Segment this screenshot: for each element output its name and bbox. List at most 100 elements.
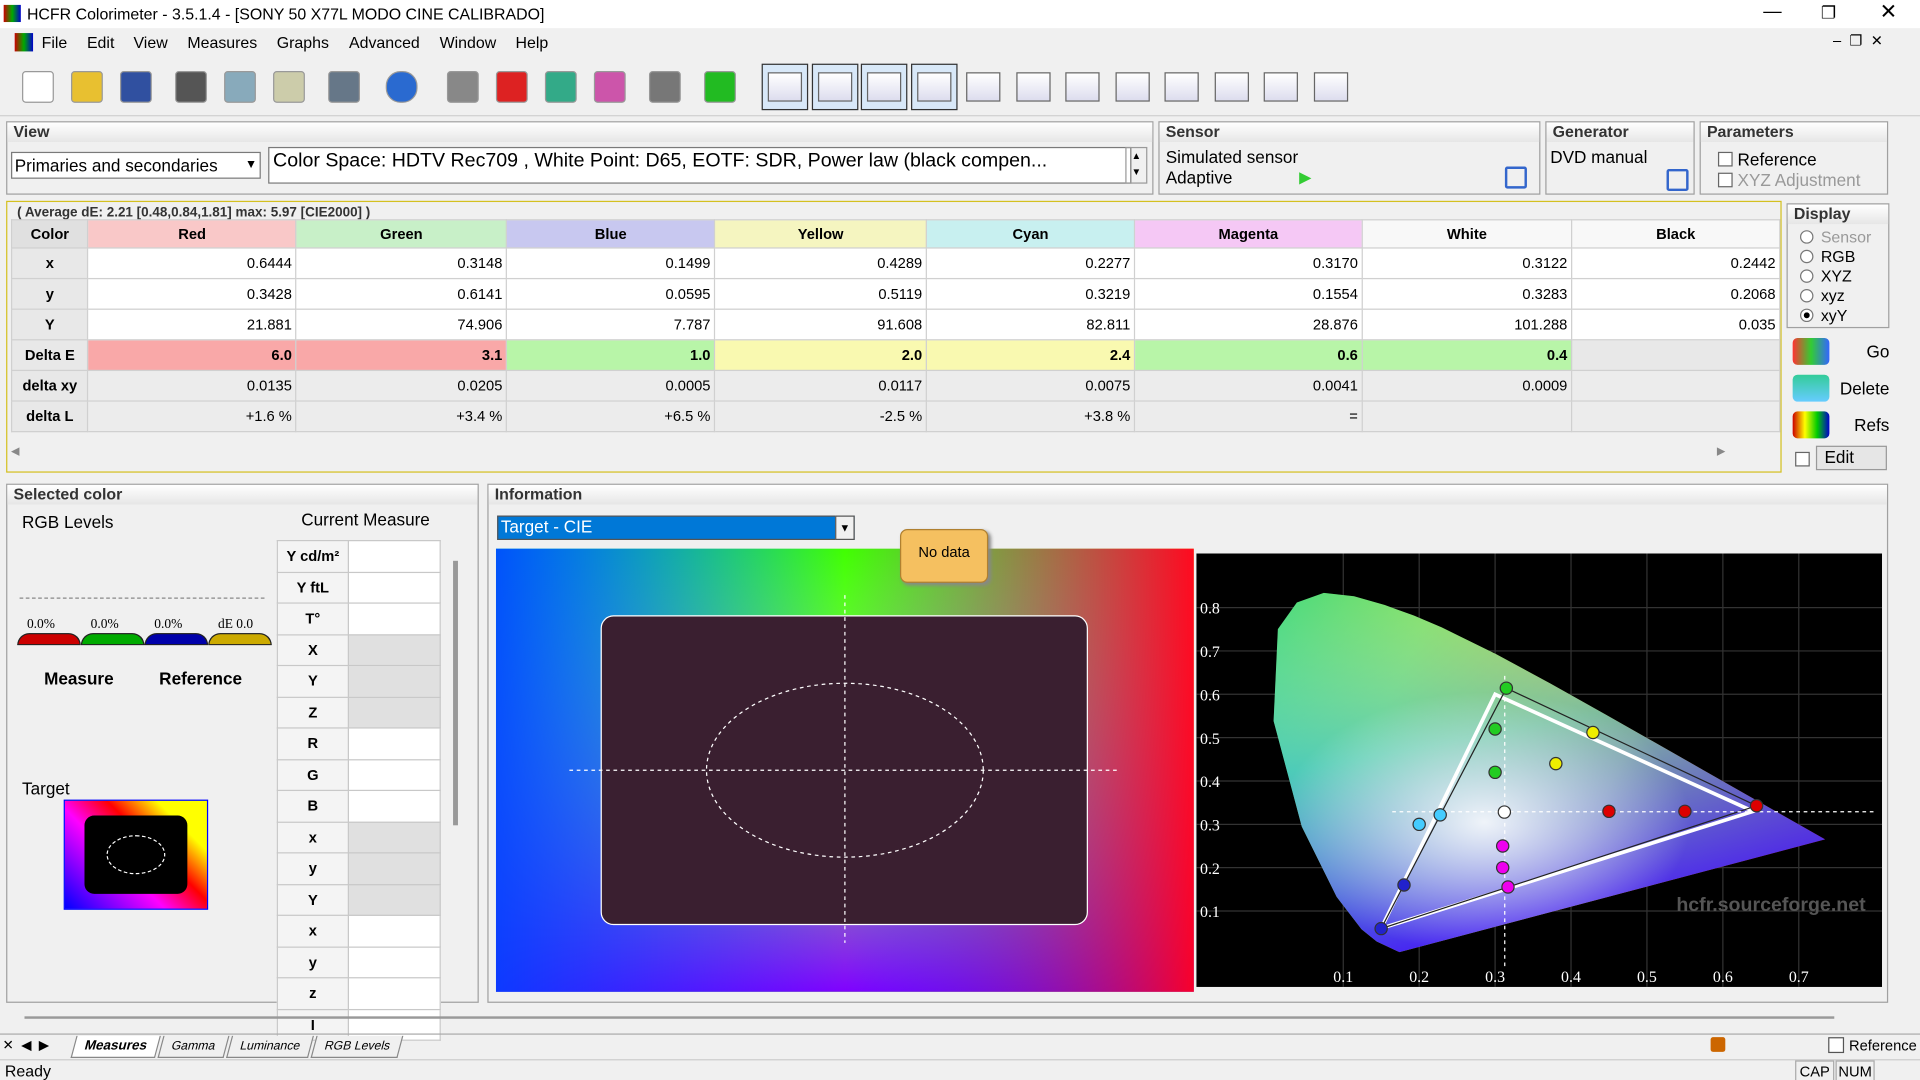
cell: 0.3283	[1361, 277, 1573, 310]
radio-label[interactable]: RGB	[1820, 247, 1856, 266]
action-button[interactable]: Go	[1866, 341, 1890, 362]
close[interactable]: ✕	[1879, 0, 1898, 24]
toolbar-button[interactable]	[22, 71, 54, 103]
toolbar-button[interactable]	[648, 71, 681, 103]
graph-button[interactable]	[1208, 64, 1255, 111]
toolbar-button[interactable]	[328, 71, 361, 103]
option-label[interactable]: XYZ Adjustment	[1737, 170, 1861, 190]
level-value: 0.0%	[154, 617, 183, 632]
graph-button[interactable]	[811, 63, 858, 111]
tab[interactable]: Luminance	[226, 1035, 314, 1058]
graph-button[interactable]	[761, 63, 809, 111]
level-bar	[208, 633, 272, 646]
radio-label[interactable]: XYZ	[1820, 266, 1852, 286]
action-button[interactable]: Refs	[1854, 415, 1890, 435]
cell: -2.5 %	[714, 400, 928, 433]
menu-item[interactable]: File	[41, 33, 68, 52]
cell	[1361, 400, 1573, 433]
checkbox[interactable]	[1828, 1037, 1845, 1054]
reference-check[interactable]: Reference	[1848, 1037, 1917, 1055]
tab[interactable]: Gamma	[157, 1035, 229, 1058]
radio-label[interactable]: xyY	[1820, 306, 1848, 325]
field-label: Y	[276, 664, 349, 698]
action-button[interactable]: Delete	[1839, 378, 1890, 398]
config-icon[interactable]	[1504, 166, 1527, 189]
menu-item[interactable]: Advanced	[348, 33, 420, 52]
graph-button[interactable]	[1010, 64, 1057, 111]
tab-nav[interactable]: ✕◀▶	[2, 1038, 57, 1054]
toolbar-button[interactable]	[544, 71, 577, 103]
action-icon[interactable]	[1792, 374, 1830, 402]
info-select[interactable]: Target - CIE ▼	[497, 515, 855, 541]
graph-button[interactable]	[1258, 64, 1305, 111]
field-row: G	[276, 758, 441, 792]
toolbar-button[interactable]	[446, 71, 479, 103]
generator-name: DVD manual	[1550, 146, 1648, 167]
doc-icon	[14, 33, 34, 52]
column-header: Color	[11, 219, 89, 249]
spin[interactable]: ▲ ▼	[1125, 146, 1148, 184]
tab[interactable]: RGB Levels	[310, 1035, 404, 1058]
action-icon[interactable]	[1792, 337, 1830, 365]
display-panel: Display Sensor RGB XYZ xyz xyY	[1786, 203, 1890, 329]
graph-button[interactable]	[960, 64, 1007, 111]
radio[interactable]	[1800, 269, 1814, 283]
minimize[interactable]: —	[1763, 1, 1782, 23]
toolbar-button[interactable]	[71, 71, 103, 103]
tab[interactable]: Measures	[70, 1035, 161, 1058]
field-label: Z	[276, 696, 349, 729]
radio-label[interactable]: xyz	[1820, 286, 1845, 305]
toolbar-button[interactable]	[273, 71, 305, 103]
checkbox[interactable]	[1717, 172, 1733, 188]
menu-item[interactable]: Graphs	[276, 33, 329, 52]
radio[interactable]	[1800, 308, 1814, 323]
checkbox[interactable]	[1717, 151, 1733, 167]
field-row: R	[276, 727, 441, 760]
radio[interactable]	[1800, 249, 1814, 264]
graph-button[interactable]	[1109, 64, 1156, 111]
radio-label[interactable]: Sensor	[1820, 227, 1872, 247]
graph-button[interactable]	[860, 63, 908, 111]
cell: 0.6141	[295, 277, 508, 310]
option-label[interactable]: Reference	[1737, 149, 1817, 169]
graph-button[interactable]	[1158, 64, 1205, 111]
app-icon	[3, 4, 21, 23]
target-cie	[495, 548, 1194, 992]
measure-point	[1602, 804, 1616, 819]
measure-point	[1488, 722, 1502, 736]
graph-button[interactable]	[1307, 64, 1354, 111]
hscroll[interactable]: ◀ ▶	[11, 444, 1726, 457]
menu-item[interactable]: Window	[439, 33, 497, 52]
menu-item[interactable]: Measures	[187, 33, 258, 52]
config-icon[interactable]	[1666, 168, 1689, 192]
toolbar-button[interactable]	[593, 71, 626, 103]
graph-button[interactable]	[910, 63, 957, 111]
action-icon[interactable]	[1792, 411, 1830, 439]
menu-item[interactable]: View	[133, 33, 168, 52]
level-value: 0.0%	[90, 617, 119, 632]
toolbar-button[interactable]	[495, 71, 528, 103]
cell: +3.8 %	[925, 400, 1136, 433]
play-icon[interactable]: ▶	[1299, 167, 1312, 187]
toolbar-button[interactable]	[704, 71, 736, 103]
edit-button[interactable]: Edit	[1815, 445, 1887, 471]
toolbar-button[interactable]	[120, 71, 152, 103]
radio[interactable]	[1800, 230, 1814, 244]
field-label: T°	[276, 602, 349, 635]
view-select[interactable]: Primaries and secondaries ▼	[11, 151, 261, 179]
field-value	[347, 758, 441, 792]
restore[interactable]: ❐	[1820, 2, 1837, 23]
radio[interactable]	[1800, 288, 1814, 303]
toolbar-button[interactable]	[224, 71, 256, 103]
graph-button[interactable]	[1059, 64, 1106, 111]
menu-item[interactable]: Edit	[86, 33, 115, 52]
menu-item[interactable]: Help	[515, 33, 549, 52]
scrollbar[interactable]	[453, 560, 458, 826]
toolbar-button[interactable]	[175, 71, 207, 103]
toolbar-button[interactable]	[385, 71, 418, 103]
checkbox[interactable]	[1795, 451, 1810, 467]
mdi-controls[interactable]: – ❐ ✕	[1833, 31, 1884, 49]
cell: +1.6 %	[87, 400, 297, 433]
actions: Go Delete Refs Edit	[1787, 333, 1890, 471]
panel-header: Sensor	[1159, 122, 1540, 143]
